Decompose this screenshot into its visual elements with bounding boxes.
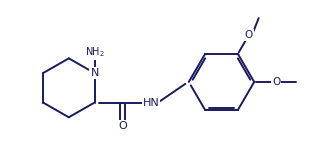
Text: NH$_2$: NH$_2$ bbox=[85, 46, 105, 59]
Text: O: O bbox=[118, 121, 127, 131]
Text: N: N bbox=[90, 68, 99, 78]
Text: HN: HN bbox=[143, 97, 159, 108]
Text: O: O bbox=[272, 77, 280, 87]
Text: O: O bbox=[244, 30, 253, 40]
